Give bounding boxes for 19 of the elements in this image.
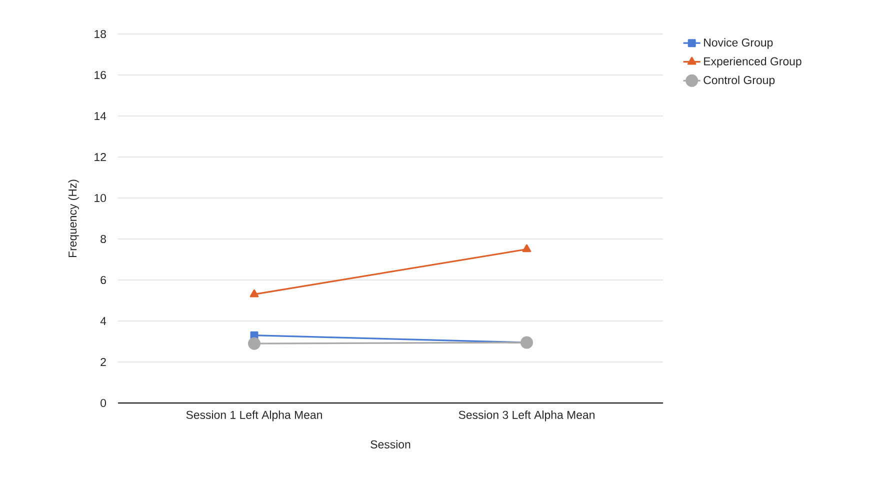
point <box>248 337 261 350</box>
legend-label: Control Group <box>704 76 775 86</box>
y-tick-label: 10 <box>94 194 106 202</box>
y-axis-title: Frequency (Hz) <box>68 180 79 258</box>
legend-label: Novice Group <box>704 38 773 49</box>
y-tick-label: 12 <box>94 152 106 161</box>
y-tick-label: 14 <box>94 112 106 120</box>
y-tick-label: 6 <box>100 276 106 284</box>
y-tick-label: 8 <box>100 234 106 244</box>
point <box>520 336 534 349</box>
y-tick-label: 2 <box>100 358 106 366</box>
legend-label: Experienced Group <box>704 56 802 68</box>
x-axis-title: Session <box>370 440 410 448</box>
y-tick-label: 0 <box>100 398 106 408</box>
y-tick-label: 4 <box>100 317 106 325</box>
y-tick-label: 18 <box>94 30 106 38</box>
x-tick-label: Session 3 Left Alpha Mean <box>458 410 594 422</box>
x-tick-label: Session 1 Left Alpha Mean <box>186 410 322 422</box>
y-tick-label: 16 <box>94 70 106 80</box>
